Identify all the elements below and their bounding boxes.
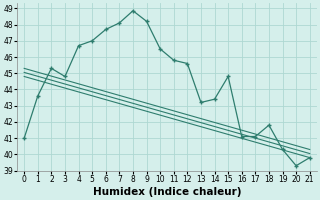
X-axis label: Humidex (Indice chaleur): Humidex (Indice chaleur) — [93, 187, 241, 197]
